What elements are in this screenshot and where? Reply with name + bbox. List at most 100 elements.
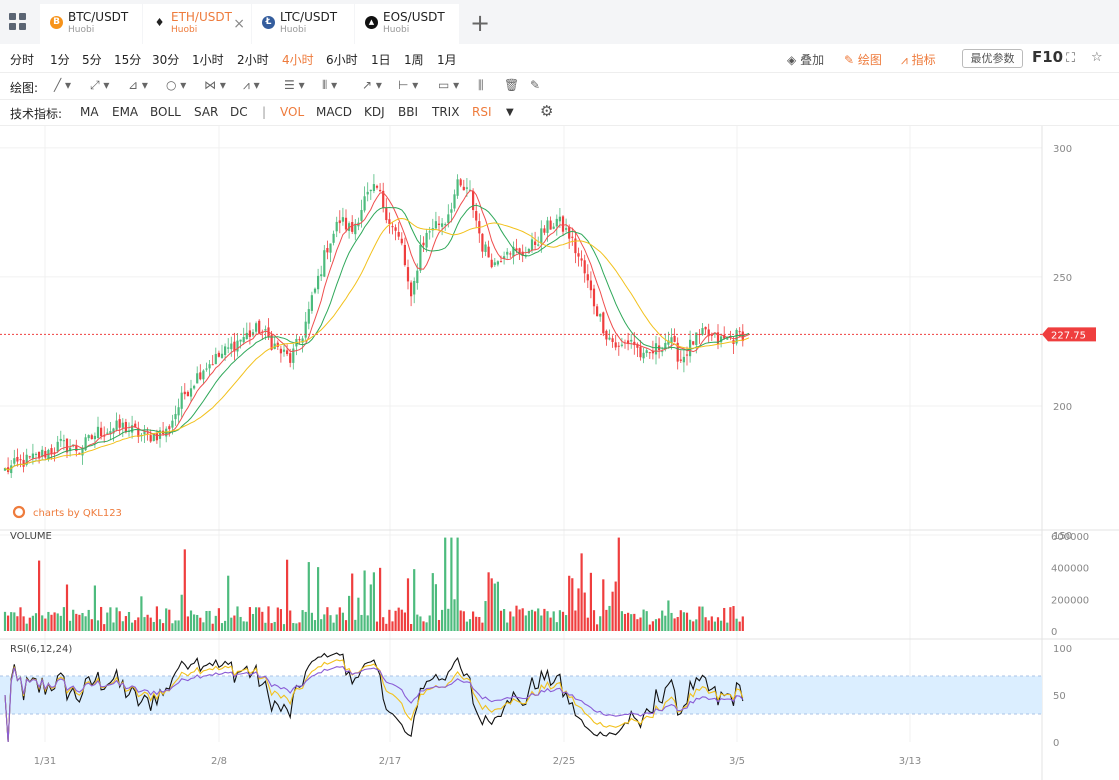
gann-tool-icon[interactable]: ⦀ ▾: [322, 78, 338, 92]
interval-1mo[interactable]: 1月: [437, 53, 457, 67]
interval-4h[interactable]: 4小时: [282, 53, 314, 67]
candle-body: [205, 368, 208, 370]
candle-body: [329, 243, 332, 253]
star-icon[interactable]: ☆: [1091, 50, 1103, 65]
chevron-down-icon[interactable]: ▼: [506, 107, 514, 118]
drawing-toolbar: 绘图: ╱ ▾ ⤢ ▾ ⊿ ▾ ○ ▾ ⋈ ▾ ⩘ ▾ ☰ ▾ ⦀ ▾ ↗ ▾ …: [0, 73, 1119, 100]
line-tool-icon[interactable]: ╱ ▾: [54, 78, 72, 92]
indicator-rsi[interactable]: RSI: [472, 105, 492, 119]
interval-1h[interactable]: 1小时: [192, 53, 224, 67]
rsi-band: [0, 676, 1042, 714]
tab-ltc-usdt[interactable]: Ł LTC/USDT Huobi: [252, 4, 354, 44]
add-tab-button[interactable]: +: [460, 4, 500, 44]
candle-body: [50, 448, 53, 454]
candle-body: [34, 453, 38, 455]
chart-grid: [0, 126, 1119, 780]
interval-2h[interactable]: 2小时: [237, 53, 269, 67]
volume-bar: [633, 613, 636, 631]
pattern-tool-icon[interactable]: ⋈ ▾: [204, 78, 226, 92]
measure-tool-icon[interactable]: ⊢ ▾: [398, 78, 419, 92]
tab-eos-usdt[interactable]: ▲ EOS/USDT Huobi: [355, 4, 459, 44]
candle-body: [484, 244, 487, 252]
trading-chart[interactable]: 227.75 150 200 250 300 0 200000 400000 600000 0 5…: [0, 126, 1119, 780]
date-tick-label: 2/17: [379, 756, 401, 767]
eraser-icon[interactable]: ✎: [530, 78, 541, 92]
fullscreen-icon[interactable]: ⛶: [1066, 51, 1076, 66]
indicator-vol[interactable]: VOL: [280, 105, 305, 119]
volume-bar: [611, 591, 614, 631]
candle-body: [515, 248, 518, 251]
candle-body: [239, 339, 242, 342]
candle-body: [447, 214, 450, 224]
volume-bar: [227, 575, 230, 631]
draw-button[interactable]: ✎ 绘图: [844, 51, 882, 68]
tab-exchange-label: Huobi: [171, 25, 198, 35]
volume-bar: [472, 611, 475, 631]
tab-pair-label: BTC/USDT: [68, 10, 129, 24]
indicator-sar[interactable]: SAR: [194, 105, 219, 119]
shape-tool-icon[interactable]: ○ ▾: [166, 78, 187, 92]
candle-body: [651, 350, 654, 354]
close-icon[interactable]: ×: [233, 16, 245, 32]
volume-bar: [205, 610, 208, 631]
candle-body: [90, 435, 93, 440]
indicator-kdj[interactable]: KDJ: [364, 105, 385, 119]
indicator-macd[interactable]: MACD: [316, 105, 352, 119]
volume-bar: [289, 610, 292, 631]
wave-tool-icon[interactable]: ⩘ ▾: [243, 78, 260, 92]
interval-30m[interactable]: 30分: [152, 53, 180, 67]
ray-tool-icon[interactable]: ⤢ ▾: [90, 78, 110, 92]
interval-fenshi[interactable]: 分时: [10, 53, 35, 67]
interval-1m[interactable]: 1分: [50, 53, 70, 67]
indicator-bbi[interactable]: BBI: [398, 105, 419, 119]
volume-bar: [382, 617, 385, 631]
volume-bar: [47, 611, 50, 631]
candlesticks: [3, 174, 744, 479]
channel-tool-icon[interactable]: ⊿ ▾: [128, 78, 148, 92]
volume-bar: [180, 594, 183, 631]
fib-tool-icon[interactable]: ☰ ▾: [284, 78, 305, 92]
trash-icon[interactable]: 🗑: [504, 78, 520, 92]
volume-bar: [69, 620, 72, 631]
candle-body: [93, 435, 96, 440]
tab-btc-usdt[interactable]: B BTC/USDT Huobi: [40, 4, 142, 44]
f10-button[interactable]: F10: [1032, 48, 1064, 66]
arrow-tool-icon[interactable]: ↗ ▾: [362, 78, 382, 92]
candle-body: [220, 353, 224, 358]
volume-bar: [375, 621, 379, 631]
volume-bar: [372, 572, 375, 631]
volume-bar: [168, 609, 171, 631]
tab-eth-usdt[interactable]: ♦ ETH/USDT Huobi ×: [143, 4, 251, 44]
volume-bar: [16, 616, 19, 631]
best-params-button[interactable]: 最优参数: [962, 49, 1023, 68]
candle-body: [403, 244, 406, 266]
indicator-boll[interactable]: BOLL: [150, 105, 181, 119]
candle-body: [313, 288, 317, 293]
candle-body: [264, 329, 267, 331]
gear-icon[interactable]: ⚙: [540, 102, 554, 120]
candle-body: [323, 250, 326, 277]
indicator-ema[interactable]: EMA: [112, 105, 139, 119]
candle-body: [599, 314, 602, 317]
indicator-ma[interactable]: MA: [80, 105, 99, 119]
interval-6h[interactable]: 6小时: [326, 53, 358, 67]
volume-bar: [741, 616, 744, 631]
volume-bar: [323, 614, 326, 631]
overlay-button[interactable]: ◈ 叠加: [787, 51, 824, 68]
bar-pattern-icon[interactable]: ⫼: [478, 78, 484, 92]
indicator-trix[interactable]: TRIX: [432, 105, 460, 119]
comment-tool-icon[interactable]: ▭ ▾: [438, 78, 460, 92]
indicator-button[interactable]: ⩘ 指标: [901, 51, 936, 68]
grid-menu-icon[interactable]: [9, 13, 27, 31]
volume-bar: [124, 616, 127, 631]
interval-15m[interactable]: 15分: [114, 53, 142, 67]
volume-bar: [25, 623, 28, 631]
candle-body: [698, 333, 701, 335]
volume-bar: [738, 621, 741, 631]
interval-1d[interactable]: 1日: [371, 53, 391, 67]
interval-1w[interactable]: 1周: [404, 53, 424, 67]
candle-body: [685, 354, 689, 356]
indicator-dc[interactable]: DC: [230, 105, 248, 119]
candle-body: [304, 321, 307, 338]
interval-5m[interactable]: 5分: [82, 53, 102, 67]
